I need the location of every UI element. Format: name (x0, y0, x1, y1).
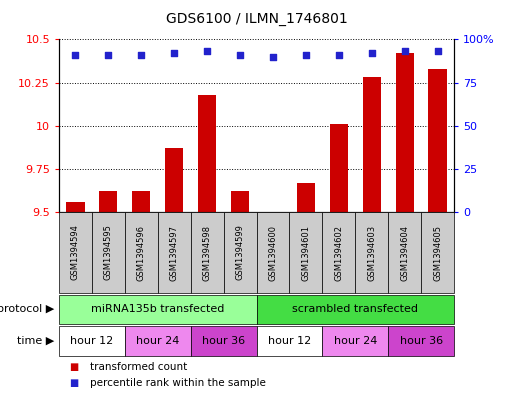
Text: GSM1394604: GSM1394604 (400, 224, 409, 281)
Text: percentile rank within the sample: percentile rank within the sample (90, 378, 266, 388)
Text: hour 24: hour 24 (333, 336, 377, 346)
Point (334, 52, 343, 58)
Bar (388, 326, 454, 356)
Text: hour 36: hour 36 (202, 336, 245, 346)
Bar (231, 191, 249, 212)
Bar (125, 212, 158, 293)
Text: hour 12: hour 12 (70, 336, 113, 346)
Bar (396, 53, 413, 212)
Point (368, 50, 376, 56)
Text: GDS6100 / ILMN_1746801: GDS6100 / ILMN_1746801 (166, 12, 347, 26)
Bar (165, 148, 183, 212)
Text: GSM1394602: GSM1394602 (334, 224, 343, 281)
Bar (256, 295, 454, 324)
Text: GSM1394605: GSM1394605 (433, 224, 442, 281)
Text: GSM1394595: GSM1394595 (104, 224, 113, 281)
Bar (363, 77, 381, 212)
Point (104, 52, 112, 58)
Bar (330, 124, 348, 212)
Bar (92, 212, 125, 293)
Point (269, 53, 277, 60)
Text: GSM1394599: GSM1394599 (235, 224, 245, 281)
Bar (191, 212, 224, 293)
Text: hour 12: hour 12 (268, 336, 311, 346)
Bar (191, 326, 256, 356)
Bar (322, 326, 388, 356)
Bar (59, 295, 256, 324)
Text: GSM1394597: GSM1394597 (170, 224, 179, 281)
Bar (158, 212, 191, 293)
Text: GSM1394603: GSM1394603 (367, 224, 376, 281)
Text: hour 24: hour 24 (136, 336, 180, 346)
Text: GSM1394598: GSM1394598 (203, 224, 212, 281)
Bar (125, 326, 191, 356)
Text: ■: ■ (69, 378, 78, 388)
Bar (132, 191, 150, 212)
Point (203, 48, 211, 55)
Bar (256, 212, 289, 293)
Bar (322, 212, 355, 293)
Bar (428, 69, 447, 212)
Text: hour 36: hour 36 (400, 336, 443, 346)
Text: GSM1394594: GSM1394594 (71, 224, 80, 281)
Text: ■: ■ (69, 362, 78, 373)
Point (401, 48, 409, 55)
Bar (100, 191, 117, 212)
Bar (198, 95, 216, 212)
Bar (224, 212, 256, 293)
Text: GSM1394601: GSM1394601 (301, 224, 310, 281)
Text: protocol ▶: protocol ▶ (0, 305, 54, 314)
Text: scrambled transfected: scrambled transfected (292, 305, 418, 314)
Bar (421, 212, 454, 293)
Bar (59, 326, 125, 356)
Bar (355, 212, 388, 293)
Bar (388, 212, 421, 293)
Point (71, 52, 80, 58)
Point (137, 52, 145, 58)
Bar (289, 212, 322, 293)
Bar (297, 183, 315, 212)
Bar (256, 326, 322, 356)
Bar (59, 212, 92, 293)
Point (236, 52, 244, 58)
Bar (66, 202, 85, 212)
Text: miRNA135b transfected: miRNA135b transfected (91, 305, 224, 314)
Text: GSM1394596: GSM1394596 (137, 224, 146, 281)
Text: time ▶: time ▶ (16, 336, 54, 346)
Text: transformed count: transformed count (90, 362, 187, 373)
Text: GSM1394600: GSM1394600 (268, 224, 278, 281)
Point (433, 48, 442, 55)
Point (302, 52, 310, 58)
Point (170, 50, 179, 56)
